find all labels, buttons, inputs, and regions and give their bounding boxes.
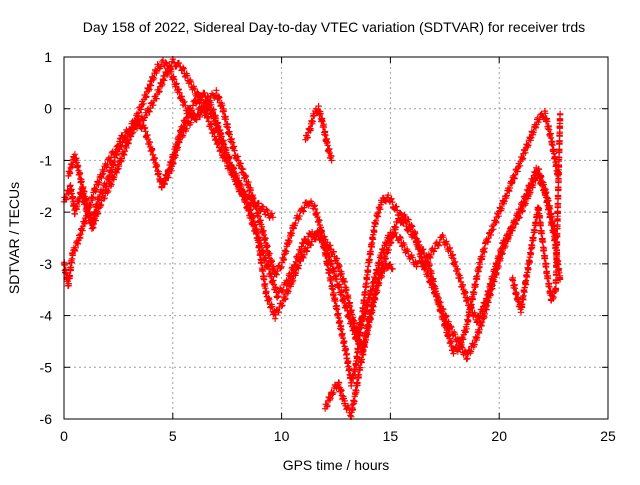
y-tick-label: 0: [44, 101, 52, 117]
x-tick-label: 20: [491, 428, 507, 444]
y-tick-label: -4: [40, 308, 53, 324]
series-markers: [509, 110, 564, 316]
plot-frame: [63, 56, 609, 420]
tick-labels: 0 5 10 15 20 25 -6 -5 -4 -3 -2 -1 0 1: [40, 49, 616, 444]
series-track-e: [302, 102, 335, 164]
series-track-g: [509, 110, 564, 316]
x-tick-label: 0: [60, 428, 68, 444]
x-axis-label: GPS time / hours: [283, 457, 390, 473]
series-track-d: [158, 89, 277, 221]
y-axis-label: SDTVAR / TECUs: [6, 182, 22, 294]
y-tick-label: -2: [40, 204, 53, 220]
y-tick-label: -6: [40, 411, 53, 427]
series-track-f: [321, 260, 396, 420]
series-markers: [321, 260, 396, 420]
x-tick-label: 5: [169, 428, 177, 444]
x-tick-label: 15: [383, 428, 399, 444]
x-tick-label: 10: [274, 428, 290, 444]
series-markers: [158, 89, 277, 221]
y-tick-label: -3: [40, 256, 53, 272]
y-tick-label: 1: [44, 49, 52, 65]
chart-title: Day 158 of 2022, Sidereal Day-to-day VTE…: [83, 19, 585, 35]
x-tick-label: 25: [600, 428, 616, 444]
y-tick-label: -5: [40, 359, 53, 375]
y-tick-label: -1: [40, 152, 53, 168]
series-markers: [302, 102, 335, 164]
